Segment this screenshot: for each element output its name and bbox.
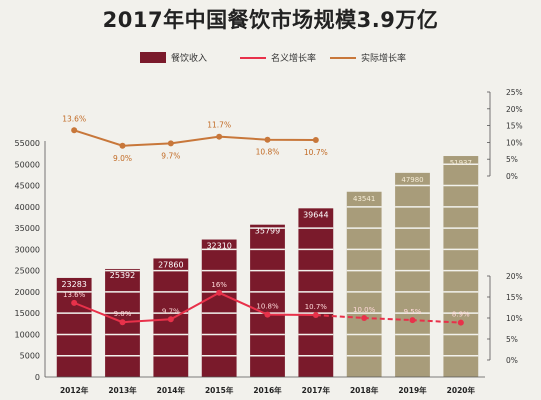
x-tick-label: 2016年 <box>253 385 282 395</box>
y-right-lower-tick-label: 0% <box>506 356 518 365</box>
nominal-growth-line-dashed <box>315 314 461 324</box>
nominal-growth-label: 16% <box>211 281 227 289</box>
y-left-tick-label: 25000 <box>15 267 40 276</box>
actual-growth-point <box>312 137 319 144</box>
y-left-tick-label: 15000 <box>15 309 40 318</box>
actual-growth-label: 9.0% <box>113 154 132 163</box>
nominal-growth-point <box>361 315 368 321</box>
y-right-lower-tick-label: 10% <box>506 314 523 323</box>
bar-6 <box>346 191 382 377</box>
nominal-growth-label: 9.0% <box>114 310 132 318</box>
x-tick-label: 2015年 <box>205 385 234 395</box>
nominal-growth-point <box>71 299 78 306</box>
actual-growth-point <box>119 142 126 149</box>
legend-swatch-revenue <box>140 52 166 63</box>
x-tick-label: 2012年 <box>60 385 89 395</box>
actual-growth-point <box>71 127 78 134</box>
bar-7 <box>395 172 430 377</box>
bar-value-label: 23283 <box>61 280 86 289</box>
nominal-growth-point <box>119 319 126 326</box>
y-left-tick-label: 20000 <box>15 288 40 297</box>
x-tick-label: 2018年 <box>350 385 379 395</box>
y-right-upper-tick-label: 25% <box>506 88 523 97</box>
bar-5 <box>298 208 334 377</box>
actual-growth-label: 10.7% <box>304 148 328 157</box>
bar-value-label: 27860 <box>158 260 183 269</box>
y-left-tick-label: 10000 <box>15 330 40 339</box>
actual-growth-point <box>167 140 174 147</box>
bar-value-label: 32310 <box>206 242 231 251</box>
nominal-growth-point <box>409 317 416 324</box>
legend-label: 名义增长率 <box>271 52 316 64</box>
y-left-tick-label: 45000 <box>15 182 40 191</box>
actual-growth-label: 13.6% <box>62 114 86 123</box>
nominal-growth-point <box>312 312 319 319</box>
bar-value-label: 25392 <box>110 271 135 280</box>
bar-value-label: 47980 <box>401 176 423 184</box>
legend-label: 实际增长率 <box>361 52 406 64</box>
actual-growth-point <box>264 136 271 143</box>
y-right-upper-tick-label: 10% <box>506 138 523 147</box>
actual-growth-label: 10.8% <box>256 148 280 157</box>
x-tick-label: 2017年 <box>302 385 331 395</box>
y-right-lower-tick-label: 20% <box>506 272 523 281</box>
nominal-growth-line-solid <box>73 291 316 324</box>
nominal-growth-point <box>457 319 464 326</box>
bar-4 <box>250 224 285 377</box>
bar-8 <box>443 156 479 377</box>
actual-growth-line <box>73 129 316 147</box>
nominal-growth-label: 9.5% <box>404 308 422 316</box>
chart-title: 2017年中国餐饮市场规模3.9万亿 <box>102 8 439 32</box>
actual-growth-point <box>216 133 223 140</box>
nominal-growth-label: 8.9% <box>452 311 470 319</box>
x-tick-label: 2020年 <box>447 385 476 395</box>
bar-value-label: 43541 <box>353 195 375 203</box>
y-left-tick-label: 30000 <box>15 245 40 254</box>
y-right-upper-tick-label: 5% <box>506 155 518 164</box>
nominal-growth-label: 10.8% <box>256 303 279 311</box>
x-tick-label: 2014年 <box>157 385 186 395</box>
bar-0 <box>56 277 92 377</box>
y-left-tick-label: 55000 <box>15 139 40 148</box>
actual-growth-label: 9.7% <box>161 151 180 160</box>
x-tick-label: 2013年 <box>108 385 137 395</box>
y-left-tick-label: 5000 <box>20 352 40 361</box>
y-left-tick-label: 0 <box>35 373 40 382</box>
nominal-growth-point <box>167 316 174 323</box>
y-left-tick-label: 50000 <box>15 160 40 169</box>
y-left-tick-label: 35000 <box>15 224 40 233</box>
y-right-upper-tick-label: 20% <box>506 105 523 114</box>
nominal-growth-label: 13.6% <box>63 291 86 299</box>
y-right-lower-tick-label: 15% <box>506 293 523 302</box>
nominal-growth-label: 10.7% <box>305 303 328 311</box>
bar-value-label: 35799 <box>255 227 280 236</box>
y-left-tick-label: 40000 <box>15 203 40 212</box>
actual-growth-label: 11.7% <box>207 121 231 130</box>
nominal-growth-point <box>264 311 271 318</box>
y-right-upper-tick-label: 15% <box>506 122 523 131</box>
nominal-growth-label: 10.0% <box>353 306 376 314</box>
legend-label: 餐饮收入 <box>171 52 207 64</box>
bar-value-label: 51937 <box>450 159 472 167</box>
y-right-lower-tick-label: 5% <box>506 335 518 344</box>
bar-3 <box>201 239 237 377</box>
nominal-growth-point <box>216 289 223 296</box>
nominal-growth-label: 9.7% <box>162 307 180 315</box>
y-right-upper-tick-label: 0% <box>506 172 518 181</box>
x-tick-label: 2019年 <box>398 385 427 395</box>
bar-value-label: 39644 <box>303 210 328 219</box>
